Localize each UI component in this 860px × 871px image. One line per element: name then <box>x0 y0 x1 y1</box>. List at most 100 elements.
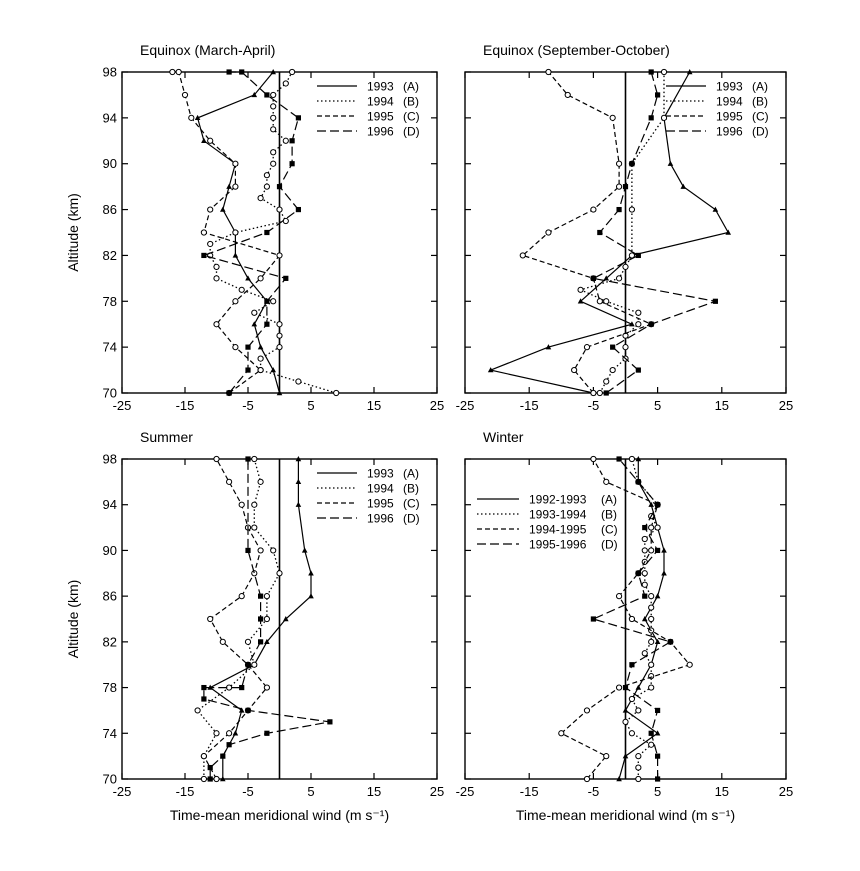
data-point <box>276 344 283 351</box>
data-point <box>188 114 195 121</box>
data-point <box>622 753 629 759</box>
data-point <box>226 390 232 396</box>
y-axis-label: Altitude (km) <box>65 580 81 659</box>
data-point <box>628 206 636 213</box>
data-point <box>245 344 251 350</box>
data-point <box>181 91 189 99</box>
data-point <box>622 707 629 713</box>
data-point <box>635 252 641 259</box>
data-point <box>333 389 340 397</box>
data-point <box>239 684 245 691</box>
data-point <box>628 615 636 623</box>
data-point <box>251 455 258 463</box>
data-point <box>648 661 655 668</box>
data-point <box>263 615 270 623</box>
data-point <box>276 252 283 259</box>
data-point <box>232 229 239 236</box>
data-point <box>245 367 251 373</box>
data-point <box>257 355 264 362</box>
data-point <box>583 707 591 714</box>
data-point <box>655 753 661 759</box>
data-point <box>201 252 207 259</box>
legend-tag: (B) <box>403 482 419 496</box>
panel-3: -25 -15 -5 5 15 25 70 74 78 82 86 90 94 98 Summer Altit… <box>65 429 444 823</box>
data-point <box>622 184 629 190</box>
legend-label: 1994 <box>367 482 394 496</box>
data-point <box>571 366 578 374</box>
data-point <box>655 776 661 782</box>
data-point <box>615 684 623 691</box>
y-tick-label: 98 <box>103 65 117 80</box>
x-tick-label: 15 <box>715 784 729 799</box>
x-tick-label: -5 <box>588 784 600 799</box>
legend-label: 1993 <box>367 467 394 481</box>
series-line <box>488 71 730 394</box>
legend-label: 1995-1996 <box>529 538 587 552</box>
legend-tag: (D) <box>752 125 769 139</box>
legend: 1992-1993 (A) 1993-1994 (B) 1994-1995 (C) 1995… <box>477 493 618 552</box>
data-point <box>207 615 214 623</box>
data-point <box>301 547 308 553</box>
data-point <box>295 206 301 213</box>
data-point <box>289 68 296 76</box>
data-point <box>635 367 641 373</box>
x-tick-label: -5 <box>588 398 600 413</box>
series-line <box>209 459 312 779</box>
data-point <box>270 547 277 554</box>
data-point <box>487 367 494 373</box>
series-line <box>591 458 672 779</box>
x-tick-label: -15 <box>520 784 539 799</box>
data-point <box>660 114 668 121</box>
series-2 <box>194 455 283 783</box>
data-point <box>654 730 661 736</box>
x-tick-label: -25 <box>456 398 475 413</box>
panel-title: Summer <box>140 429 193 445</box>
data-point <box>661 547 667 553</box>
data-point <box>603 275 610 281</box>
legend-tag: (B) <box>752 95 768 109</box>
data-point <box>654 593 661 599</box>
data-point <box>213 275 220 282</box>
legend-tag: (A) <box>752 80 768 94</box>
data-point <box>622 263 629 270</box>
data-point <box>629 321 635 327</box>
data-point <box>590 275 596 281</box>
legend: 1993 (A) 1994 (B) 1995 (C) 1996 (D) <box>666 80 769 139</box>
data-point <box>282 80 289 87</box>
data-point <box>308 570 314 576</box>
y-tick-label: 94 <box>103 110 117 125</box>
data-point <box>577 286 584 293</box>
data-point <box>263 593 270 600</box>
data-point <box>603 390 609 396</box>
data-point <box>655 92 661 98</box>
data-point <box>207 137 214 144</box>
data-point <box>226 742 232 748</box>
data-point <box>635 775 642 783</box>
legend-label: 1996 <box>367 512 394 526</box>
data-point <box>270 149 277 156</box>
series-line <box>172 71 281 394</box>
data-point <box>220 753 226 759</box>
data-point <box>686 661 693 668</box>
data-point <box>648 69 654 75</box>
data-point <box>641 616 648 622</box>
series-line <box>591 71 718 394</box>
x-tick-label: 5 <box>654 784 661 799</box>
legend-label: 1996 <box>716 125 743 139</box>
data-point <box>226 684 233 691</box>
series-4 <box>201 69 301 396</box>
data-point <box>622 718 629 725</box>
series-2 <box>577 68 668 397</box>
data-point <box>270 367 276 373</box>
data-point <box>655 707 661 714</box>
data-point <box>609 114 616 121</box>
legend-label: 1994 <box>367 95 394 109</box>
data-point <box>583 775 591 783</box>
legend-label: 1996 <box>367 125 394 139</box>
legend-label: 1995 <box>367 110 394 124</box>
data-point <box>596 298 603 305</box>
data-point <box>667 160 674 166</box>
data-point <box>213 455 220 463</box>
data-point <box>648 730 654 736</box>
data-point <box>194 707 201 714</box>
